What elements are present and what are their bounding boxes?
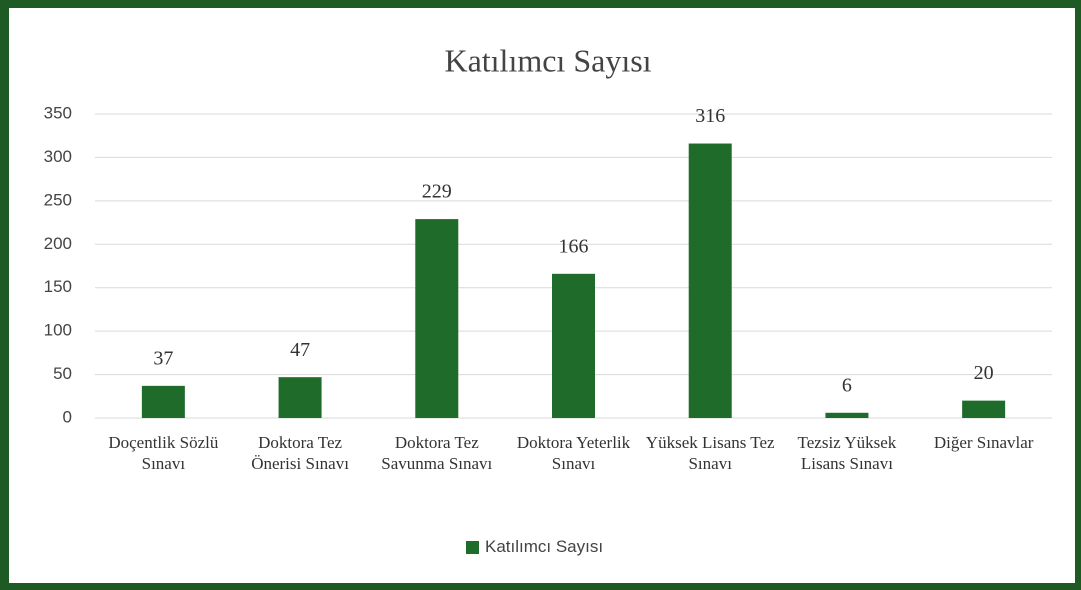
data-label: 47 — [290, 339, 310, 361]
x-tick-label: Yüksek Lisans Tez Sınavı — [645, 433, 775, 473]
data-label: 6 — [842, 374, 852, 396]
y-tick-label: 200 — [44, 234, 72, 253]
bar — [141, 385, 185, 418]
data-label: 37 — [153, 347, 173, 369]
bar — [415, 219, 459, 418]
data-label: 166 — [559, 235, 589, 257]
y-tick-label: 150 — [44, 277, 72, 296]
y-tick-label: 50 — [53, 364, 72, 383]
data-label: 229 — [422, 181, 452, 203]
bar — [278, 377, 322, 418]
y-tick-label: 0 — [63, 407, 72, 426]
bar — [962, 400, 1006, 418]
bar — [688, 143, 732, 418]
x-tick-label: Doçentlik Sözlü Sınavı — [108, 433, 219, 473]
bar — [552, 273, 595, 418]
chart-area — [9, 8, 1075, 583]
data-label: 20 — [974, 362, 994, 384]
y-tick-label: 350 — [44, 103, 72, 122]
bar — [825, 412, 869, 418]
x-tick-label: Doktora Yeterlik Sınavı — [516, 433, 631, 473]
x-tick-label: Doktora Tez Önerisi Sınavı — [251, 433, 349, 473]
legend: Katılımcı Sayısı — [466, 537, 603, 557]
x-tick-label: Diğer Sınavlar — [933, 433, 1034, 452]
x-tick-label: Doktora Tez Savunma Sınavı — [381, 433, 493, 473]
legend-swatch — [466, 540, 479, 554]
data-label: 316 — [695, 105, 725, 127]
legend-label: Katılımcı Sayısı — [485, 537, 604, 556]
y-tick-label: 100 — [44, 321, 72, 340]
chart-title: Katılımcı Sayısı — [444, 42, 651, 78]
y-tick-label: 250 — [44, 190, 72, 209]
x-tick-label: Tezsiz Yüksek Lisans Sınavı — [797, 433, 897, 473]
y-tick-label: 300 — [44, 147, 72, 166]
